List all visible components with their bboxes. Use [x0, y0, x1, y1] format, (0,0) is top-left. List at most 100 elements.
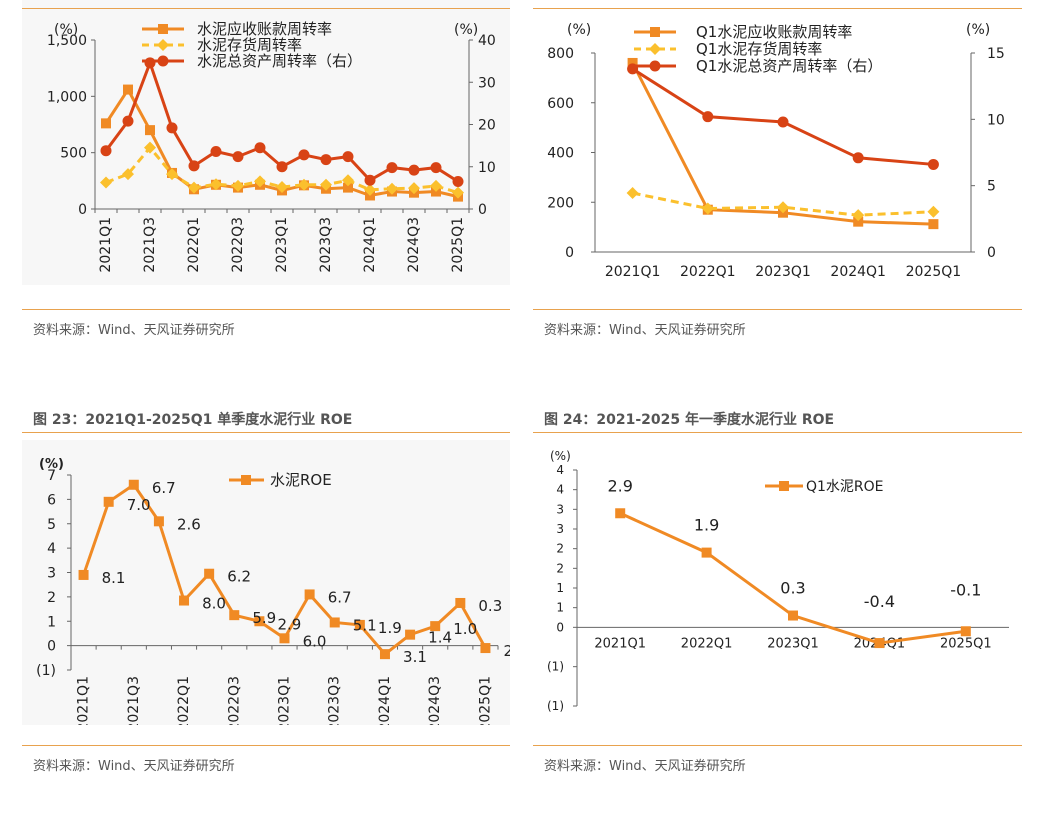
chart-3-svg: (1) 0 1 2 3 4 5 6 7(%) 2021Q1 2021Q3 2022Q1 2022Q3 20… [36, 457, 527, 732]
y-tick-label: 2 [47, 590, 56, 606]
y-tick-label: 0 [556, 620, 564, 634]
y-unit: (%) [550, 449, 571, 463]
y-tick-label: (1) [547, 660, 564, 674]
data-label: 2.6 [177, 515, 201, 533]
data-point [452, 176, 464, 188]
y-right-tick-label: 20 [478, 118, 496, 134]
data-point [144, 141, 156, 154]
x-tick-label: 2021Q1 [76, 676, 92, 725]
data-point [364, 174, 376, 186]
chart-panel-2: 0 200 400 600 800 0 5 10 15 (%) (%) 2021Q1 2022Q1 202… [533, 0, 1022, 285]
data-point [386, 162, 398, 174]
y-left-unit: (%) [54, 22, 78, 38]
x-tick-label: 2024Q1 [377, 676, 393, 725]
chart-panel-4: (1)(1)011223344(%)2021Q12022Q12023Q12024… [533, 440, 1022, 725]
source-note-2: 资料来源：Wind、天风证券研究所 [544, 323, 746, 338]
x-tick-label: 2025Q1 [906, 264, 962, 280]
data-point [254, 142, 266, 154]
data-point [960, 626, 971, 637]
y-tick-label: 2 [556, 542, 564, 556]
data-point [279, 633, 290, 644]
x-tick-label: 2023Q3 [327, 676, 343, 725]
chart-2-svg: 0 200 400 600 800 0 5 10 15 (%) (%) 2021Q1 2022Q1 202… [547, 22, 1005, 280]
data-point [405, 629, 416, 640]
data-point [354, 619, 365, 630]
figure-title-24: 图 24：2021-2025 年一季度水泥行业 ROE [544, 412, 835, 428]
data-point [179, 595, 190, 606]
y-tick-label: 3 [47, 566, 56, 582]
rule-8 [533, 745, 1022, 746]
series-line-1 [105, 145, 459, 195]
data-label: 1.0 [453, 620, 477, 638]
y-tick-label: 3 [556, 502, 564, 516]
data-label: 6.0 [303, 632, 327, 650]
legend-label: Q1水泥ROE [806, 479, 884, 495]
x-tick-label: 2022Q3 [230, 217, 246, 273]
series-line-0 [104, 86, 459, 199]
data-point [101, 118, 111, 129]
data-point [232, 179, 244, 192]
data-point [100, 145, 112, 157]
data-point [145, 125, 155, 136]
data-label: 6.7 [152, 479, 176, 497]
rule-4 [533, 309, 1022, 310]
y-left-tick-label: 1,000 [47, 89, 87, 105]
chart-4-svg: (1)(1)011223344(%)2021Q12022Q12023Q12024… [547, 449, 1009, 713]
legend-marker [779, 481, 789, 491]
y-tick-label: (1) [547, 699, 564, 713]
y-tick-label: 1 [556, 581, 564, 595]
y-right-tick-label: 15 [987, 46, 1005, 62]
y-right-unit: (%) [966, 22, 990, 38]
y-right-tick-label: 0 [987, 245, 996, 261]
y-right-unit: (%) [454, 22, 478, 38]
data-point [210, 178, 222, 191]
x-tick-label: 2025Q1 [450, 217, 466, 273]
y-left-tick-label: 0 [78, 202, 87, 218]
data-point [210, 146, 222, 158]
data-point [123, 84, 133, 95]
data-point [874, 638, 885, 649]
y-tick-label: 4 [556, 463, 564, 477]
data-label: 2.2 [504, 642, 510, 660]
data-point [188, 160, 200, 172]
data-point [627, 57, 638, 68]
source-note-4: 资料来源：Wind、天风证券研究所 [544, 759, 746, 774]
x-tick-label: 2025Q1 [477, 676, 493, 725]
legend-marker [649, 43, 661, 55]
y-right-tick-label: 10 [478, 160, 496, 176]
data-point [927, 205, 940, 218]
data-label: -0.1 [950, 580, 981, 599]
legend-label: 水泥应收账款周转率 [197, 20, 332, 38]
y-left-tick-label: 1,500 [47, 33, 87, 49]
data-point [100, 176, 112, 189]
y-right-tick-label: 5 [987, 179, 996, 195]
data-label: 8.0 [202, 595, 226, 613]
rule-2 [22, 309, 510, 310]
data-label: 2.9 [277, 615, 301, 633]
data-label: 1.9 [694, 516, 719, 535]
data-point [298, 178, 310, 191]
data-point [304, 589, 315, 600]
legend-marker [158, 24, 168, 34]
x-tick-label: 2023Q1 [767, 636, 819, 651]
data-point [153, 516, 164, 527]
data-point [343, 182, 353, 193]
x-tick-label: 2023Q3 [318, 217, 334, 273]
data-point [452, 186, 464, 199]
y-right-tick-label: 40 [478, 33, 496, 49]
data-point [702, 111, 714, 123]
y-right-tick-label: 30 [478, 75, 496, 91]
legend-marker [649, 60, 661, 72]
data-label: 8.1 [102, 569, 126, 587]
data-label: 2.9 [607, 476, 632, 495]
data-point [430, 162, 442, 174]
y-tick-label: 3 [556, 522, 564, 536]
data-point [298, 149, 310, 161]
rule-3 [533, 8, 1022, 9]
data-point [166, 168, 178, 181]
data-point [853, 216, 864, 227]
y-tick-label: 6 [47, 492, 56, 508]
data-point [928, 219, 939, 230]
x-tick-label: 2025Q1 [940, 636, 992, 651]
